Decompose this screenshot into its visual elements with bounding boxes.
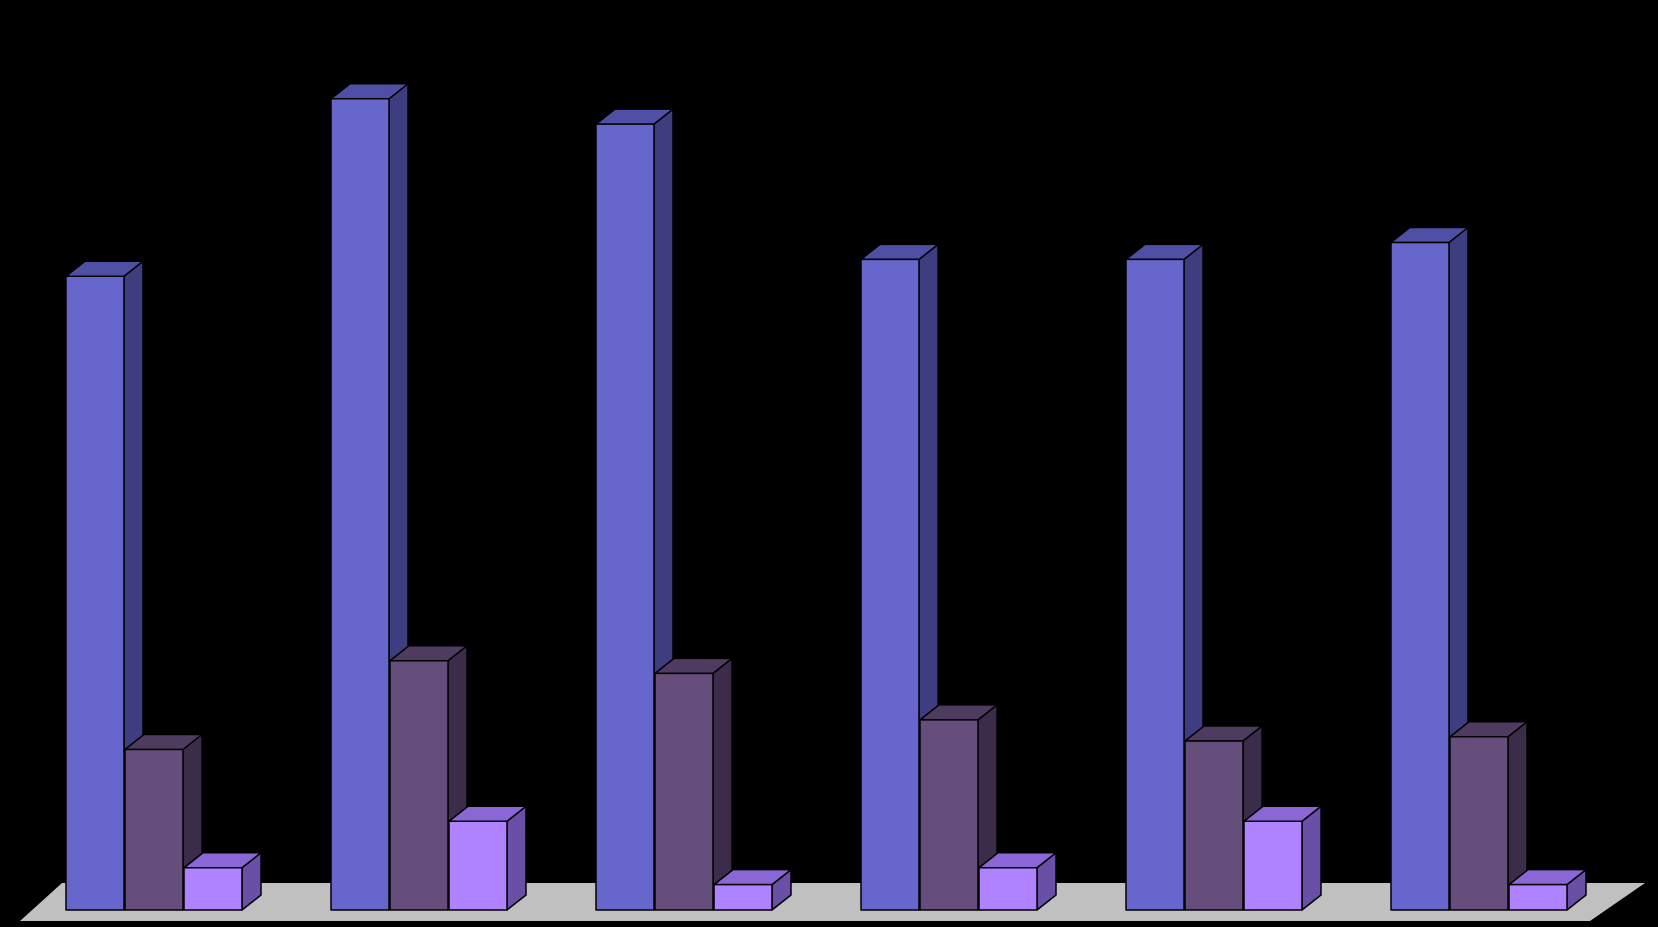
bar-front-face [978,867,1038,911]
bar-s2-c3 [654,657,733,911]
bar-cluster-3 [595,108,792,911]
bar-front-face [1184,740,1244,911]
bar-front-face [713,883,773,911]
bar-cluster-5 [1125,243,1322,911]
bar-front-face [860,258,920,911]
bar-s3-c2 [448,805,527,911]
bar-s3-c6 [1508,868,1587,911]
bar-s3-c3 [713,868,792,911]
bar-cluster-6 [1390,226,1587,911]
bar-s3-c4 [978,852,1057,911]
bar-s2-c6 [1449,721,1528,911]
bar-series-group [65,83,1587,911]
bar-cluster-1 [65,260,262,911]
bar-front-face [1243,820,1303,911]
bar-front-face [65,275,125,911]
bar-front-face [1125,258,1185,911]
bar-s3-c1 [183,852,262,911]
bar-front-face [124,748,184,911]
bar-front-face [330,98,390,911]
bar-cluster-2 [330,83,527,911]
bar-front-face [1508,883,1568,911]
bar-front-face [389,659,449,911]
bar-s3-c5 [1243,805,1322,911]
bar-front-face [595,123,655,911]
bar-front-face [1390,241,1450,911]
bar-front-face [1449,736,1509,911]
bar-front-face [183,867,243,911]
bar-front-face [448,820,508,911]
bar-side-face [506,805,527,911]
bar-cluster-4 [860,243,1057,911]
bar-front-face [919,719,979,911]
bar-side-face [1301,805,1322,911]
bar-front-face [654,672,714,911]
